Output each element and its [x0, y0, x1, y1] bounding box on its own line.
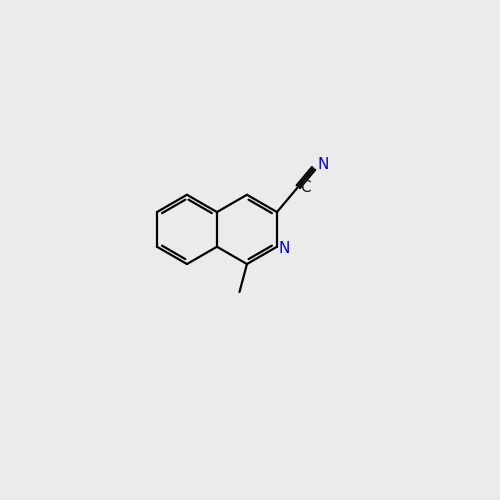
- Text: C: C: [300, 180, 311, 194]
- Text: N: N: [318, 158, 329, 172]
- Text: N: N: [278, 241, 289, 256]
